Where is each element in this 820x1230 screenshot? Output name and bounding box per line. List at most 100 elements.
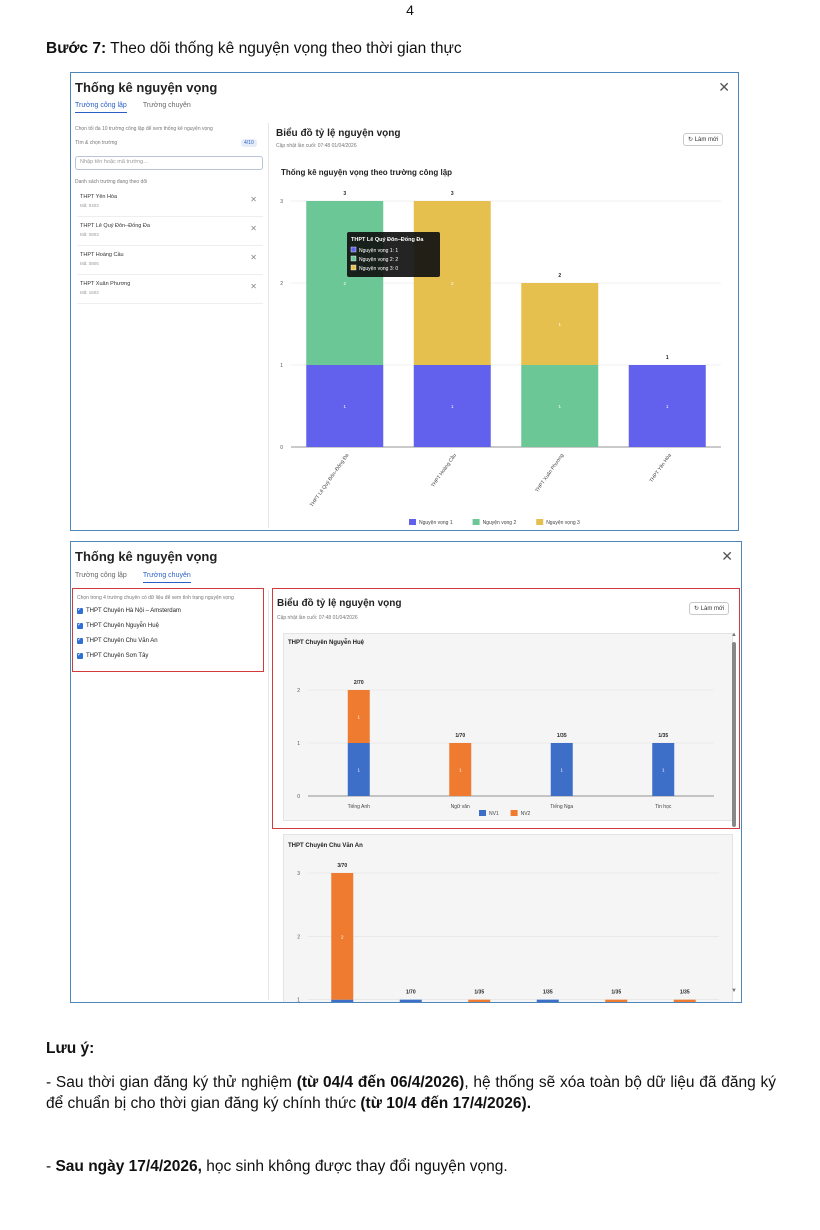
bar-segment[interactable]	[413, 201, 491, 365]
select-hint: Chọn tối đa 10 trường công lập để xem th…	[75, 126, 213, 132]
scroll-down-icon[interactable]: ▼	[731, 988, 737, 994]
segment-label: 1	[451, 404, 454, 409]
bar-total-label: 3	[451, 191, 454, 197]
bold-run: (từ 04/4 đến 06/4/2026)	[296, 1074, 465, 1091]
bar-total-label: 1/35	[680, 990, 690, 996]
last-updated-2: Cập nhật lần cuối: 07:48 01/04/2026	[277, 615, 358, 621]
checkbox-row[interactable]: THPT Chuyên Sơn Tây	[77, 651, 149, 659]
bar-segment[interactable]	[347, 690, 370, 743]
checkbox[interactable]	[77, 651, 83, 659]
segment-label: 1	[558, 404, 561, 409]
legend-label: Nguyện vọng 3	[546, 520, 580, 526]
y-tick-label: 2	[297, 934, 300, 940]
segment-label: 1	[357, 768, 360, 773]
bar-total-label: 1/35	[474, 990, 484, 996]
bar-segment[interactable]	[449, 743, 472, 796]
bar-segment[interactable]	[413, 365, 491, 447]
bar-segment[interactable]	[306, 201, 384, 365]
x-tick-label: Tin học	[655, 804, 672, 810]
bar-total-label: 2/70	[354, 680, 364, 686]
bar-total-label: 1	[666, 355, 669, 361]
refresh-button-2[interactable]: ↻ Làm mới	[689, 602, 730, 615]
text-run: , hệ thống sẽ xóa toàn bộ dữ liệu đã đăn…	[46, 1074, 777, 1112]
checkbox[interactable]	[77, 606, 83, 614]
tab-public-schools-2[interactable]: Trường công lập	[75, 572, 127, 579]
tooltip-swatch	[350, 255, 357, 262]
bar-segment[interactable]	[536, 999, 559, 1003]
note-paragraph-2: - Sau ngày 17/4/2026, học sinh không đượ…	[46, 1156, 776, 1177]
remove-icon[interactable]: ✕	[250, 253, 257, 262]
bar-segment[interactable]	[468, 999, 491, 1003]
tooltip-line: Nguyện vọng 1: 1	[359, 248, 398, 254]
panel-title: THPT Chuyên Nguyễn Huệ	[288, 640, 365, 646]
school-code: Mã: 0803	[80, 232, 99, 237]
checkbox-row[interactable]: THPT Chuyên Nguyễn Huệ	[77, 621, 159, 629]
bar-segment[interactable]	[347, 743, 370, 796]
step-heading: Bước 7: Theo dõi thống kê nguyện vọng th…	[46, 40, 462, 58]
divider-2	[268, 590, 269, 1000]
bar-total-label: 1/35	[557, 733, 567, 739]
segment-label: 1	[666, 404, 669, 409]
refresh-button[interactable]: ↻ Làm mới	[683, 133, 724, 146]
chart-title: Thống kê nguyện vọng theo trường công lậ…	[281, 168, 452, 177]
checkbox-label: THPT Chuyên Sơn Tây	[86, 653, 149, 659]
bar-segment[interactable]	[673, 999, 696, 1003]
school-code: Mã: 1603	[80, 290, 99, 295]
close-icon-2[interactable]: ✕	[721, 548, 733, 564]
school-name: THPT Hoàng Cầu	[80, 252, 124, 258]
bar-segment[interactable]	[628, 365, 706, 447]
tab-specialized-schools-2[interactable]: Trường chuyên	[142, 572, 191, 583]
y-tick-label: 2	[297, 688, 300, 694]
checkbox-row[interactable]: THPT Chuyên Hà Nội – Amsterdam	[77, 606, 181, 614]
text-run: - Sau thời gian đăng ký thử nghiệm	[46, 1074, 297, 1091]
bar-segment[interactable]	[605, 999, 628, 1003]
bar-segment[interactable]	[652, 743, 675, 796]
note-paragraph-1: - Sau thời gian đăng ký thử nghiệm (từ 0…	[46, 1072, 776, 1114]
checkbox[interactable]	[77, 621, 83, 629]
bar-segment[interactable]	[399, 999, 422, 1003]
school-name: THPT Xuân Phương	[80, 281, 131, 287]
modal-title: Thống kê nguyện vọng	[75, 80, 218, 95]
bar-total-label: 1/35	[658, 733, 668, 739]
remove-icon[interactable]: ✕	[250, 224, 257, 233]
close-icon[interactable]: ✕	[718, 79, 730, 95]
tooltip: THPT Lê Quý Đôn–Đống Đa Nguyện vọng 1: 1 N…	[347, 232, 440, 277]
school-search-input[interactable]: Nhập tên hoặc mã trường...	[75, 156, 263, 170]
step-text: Theo dõi thống kê nguyện vọng theo thời …	[106, 40, 462, 57]
x-tick-label: THPT Xuân Phương	[534, 453, 565, 494]
y-tick-label: 1	[280, 363, 283, 369]
remove-icon[interactable]: ✕	[250, 195, 257, 204]
bar-segment[interactable]	[550, 743, 573, 796]
text-run: học sinh không được thay đổi nguyện vọng…	[201, 1158, 508, 1175]
checkbox[interactable]	[77, 636, 83, 644]
legend-label: NV2	[521, 811, 531, 817]
panel-title-2: THPT Chuyên Chu Văn An	[288, 843, 363, 849]
modal-title-2: Thống kê nguyện vọng	[75, 549, 218, 564]
chart-panel-nguyen-hue: THPT Chuyên Nguyễn Huệ 0 1 2 1 1 2/70 Tiếng An…	[283, 633, 733, 821]
page-number: 4	[406, 2, 414, 18]
scroll-up-icon[interactable]: ▲	[731, 632, 737, 638]
segment-label: 2	[451, 281, 454, 286]
chart-panel-chu-van-an: THPT Chuyên Chu Văn An 123123/7011/7011/…	[283, 834, 733, 1003]
last-updated: Cập nhật lần cuối: 07:48 01/04/2026	[276, 143, 357, 149]
tab-public-schools[interactable]: Trường công lập	[75, 102, 127, 113]
segment-label: 1	[662, 768, 665, 773]
bar-segment[interactable]	[521, 283, 599, 365]
tab-specialized-schools[interactable]: Trường chuyên	[142, 102, 191, 109]
checkbox-label: THPT Chuyên Nguyễn Huệ	[86, 623, 159, 629]
bar-segment[interactable]	[331, 999, 354, 1003]
bar-segment[interactable]	[331, 873, 354, 1000]
legend-label: Nguyện vọng 1	[419, 520, 453, 526]
remove-icon[interactable]: ✕	[250, 282, 257, 291]
scrollbar[interactable]	[732, 642, 736, 827]
bar-segment[interactable]	[306, 365, 384, 447]
nguyen-hue-chart: 0 1 2 1 1 2/70 Tiếng Anh 1 1/70 Ngữ văn 1 1/35 Tiếng…	[297, 680, 714, 817]
chart-header-2: Biểu đồ tỷ lệ nguyện vọng	[277, 598, 402, 609]
school-code: Mã: 0403	[80, 203, 99, 208]
bar-segment[interactable]	[521, 365, 599, 447]
school-code: Mã: 0805	[80, 261, 99, 266]
screenshot-specialized-schools: Thống kê nguyện vọng ✕ Trường công lập T…	[70, 541, 742, 1003]
checkbox-row[interactable]: THPT Chuyên Chu Văn An	[77, 636, 158, 644]
legend-swatch	[409, 519, 416, 525]
